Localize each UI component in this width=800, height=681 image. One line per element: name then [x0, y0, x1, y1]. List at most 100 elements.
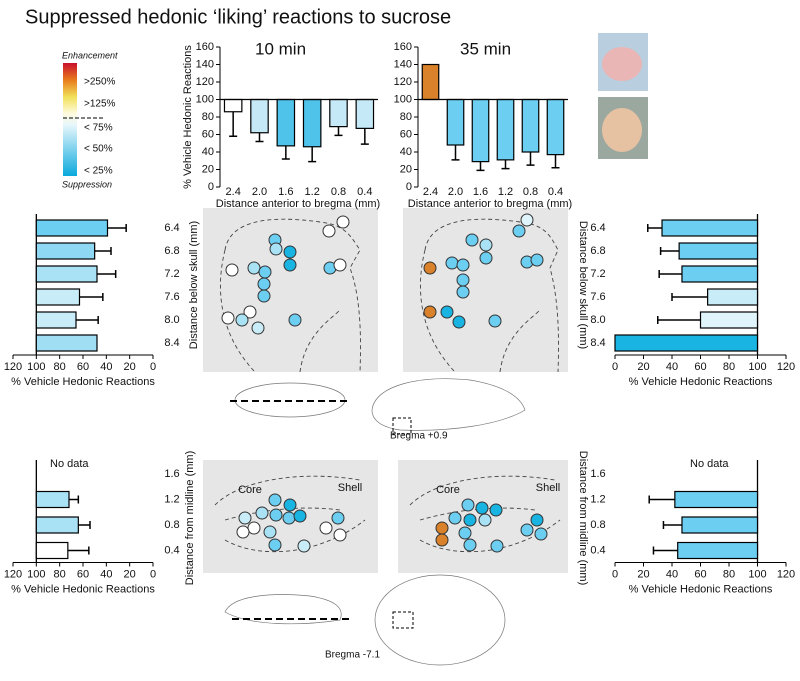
y-tick-label: 7.2	[164, 268, 179, 280]
y-axis-label: Distance below skull (mm)	[577, 221, 589, 349]
no-data-note: No data	[690, 458, 729, 470]
figure-title: Suppressed hedonic ‘liking’ reactions to…	[25, 6, 451, 28]
y-tick-label: 60	[400, 128, 412, 140]
y-tick-label: 100	[196, 93, 214, 105]
brain-diagram	[224, 378, 526, 666]
y-tick-label: 100	[394, 93, 412, 105]
photo-rat	[602, 47, 642, 81]
bar	[681, 516, 759, 534]
site-map	[203, 460, 378, 573]
region-label: Shell	[338, 482, 362, 494]
y-tick-label: 1.6	[164, 468, 179, 480]
y-tick-label: 40	[202, 146, 214, 158]
x-tick-label: 80	[54, 568, 66, 580]
y-tick-label: 8.0	[590, 314, 605, 326]
y-tick-label: 120	[196, 76, 214, 88]
bar	[302, 98, 322, 148]
bar	[35, 334, 98, 352]
bar	[681, 265, 759, 283]
y-tick-label: 0.4	[590, 544, 605, 556]
y-tick-label: 6.8	[164, 245, 179, 257]
legend-label: < 75%	[84, 123, 113, 134]
x-tick-label: 0	[150, 361, 156, 373]
x-tick-label: 1.2	[305, 186, 320, 198]
site-map	[398, 460, 568, 573]
bar	[699, 311, 759, 329]
y-axis-label: Distance from midline (mm)	[577, 451, 589, 585]
bar	[677, 541, 759, 560]
y-tick-label: 8.4	[164, 337, 179, 349]
y-tick-label: 0	[406, 181, 412, 193]
y-tick-label: 6.4	[164, 222, 179, 234]
bar	[496, 98, 515, 161]
y-tick-label: 7.6	[164, 291, 179, 303]
x-tick-label: 20	[637, 568, 649, 580]
x-tick-label: 0.8	[331, 186, 346, 198]
x-tick-label: 0.4	[357, 186, 372, 198]
x-tick-label: 40	[100, 568, 112, 580]
x-tick-label: 60	[77, 568, 89, 580]
y-tick-label: 140	[196, 58, 214, 70]
bar	[35, 541, 69, 560]
x-tick-label: 20	[637, 361, 649, 373]
bar	[355, 98, 375, 129]
x-tick-label: 120	[777, 361, 795, 373]
x-axis-label: % Vehicle Hedonic Reactions	[11, 583, 155, 595]
legend-label: >250%	[84, 77, 116, 88]
y-tick-label: 160	[196, 41, 214, 53]
y-tick-label: 140	[394, 58, 412, 70]
y-tick-label: 80	[400, 111, 412, 123]
bar	[329, 98, 348, 128]
y-axis-label: % Vehicle Hedonic Reactions	[182, 45, 194, 189]
y-tick-label: 1.2	[164, 493, 179, 505]
bar	[707, 288, 759, 306]
bar	[674, 490, 759, 509]
bar	[546, 98, 565, 156]
bar	[35, 490, 70, 509]
bar	[35, 516, 79, 534]
bar	[521, 98, 540, 153]
y-tick-label: 7.2	[590, 268, 605, 280]
color-scale	[63, 63, 77, 176]
y-tick-label: 0	[208, 181, 214, 193]
site-map	[403, 208, 568, 373]
bar	[223, 98, 243, 113]
x-tick-label: 2.0	[448, 186, 463, 198]
site-map	[203, 208, 378, 373]
x-tick-label: 20	[124, 568, 136, 580]
bar	[35, 219, 109, 237]
x-tick-label: 1.6	[473, 186, 488, 198]
y-tick-label: 6.8	[590, 245, 605, 257]
bar	[35, 242, 96, 260]
x-axis-label: % Vehicle Hedonic Reactions	[629, 583, 773, 595]
bar	[35, 311, 77, 329]
x-tick-label: 100	[748, 361, 766, 373]
bar	[446, 98, 465, 146]
bar	[35, 288, 81, 306]
x-tick-label: 2.4	[423, 186, 438, 198]
bar	[614, 334, 759, 352]
bar	[421, 63, 440, 101]
x-tick-label: 1.2	[498, 186, 513, 198]
bar	[678, 242, 759, 260]
y-tick-label: 0.4	[164, 544, 179, 556]
x-axis-label: % Vehicle Hedonic Reactions	[11, 376, 155, 388]
x-tick-label: 0	[612, 361, 618, 373]
y-tick-label: 7.6	[590, 291, 605, 303]
bar	[250, 98, 269, 134]
bar	[661, 219, 759, 237]
bar	[35, 265, 98, 283]
chart-title: 10 min	[255, 39, 306, 58]
x-tick-label: 60	[694, 568, 706, 580]
x-tick-label: 80	[54, 361, 66, 373]
legend-top: Enhancement	[62, 50, 118, 60]
x-tick-label: 60	[694, 361, 706, 373]
legend-label: < 50%	[84, 144, 113, 155]
x-tick-label: 2.4	[226, 186, 241, 198]
legend-bottom: Suppression	[62, 179, 112, 189]
y-tick-label: 0.8	[590, 519, 605, 531]
y-tick-label: 80	[202, 111, 214, 123]
x-tick-label: 80	[723, 361, 735, 373]
x-tick-label: 2.0	[252, 186, 267, 198]
